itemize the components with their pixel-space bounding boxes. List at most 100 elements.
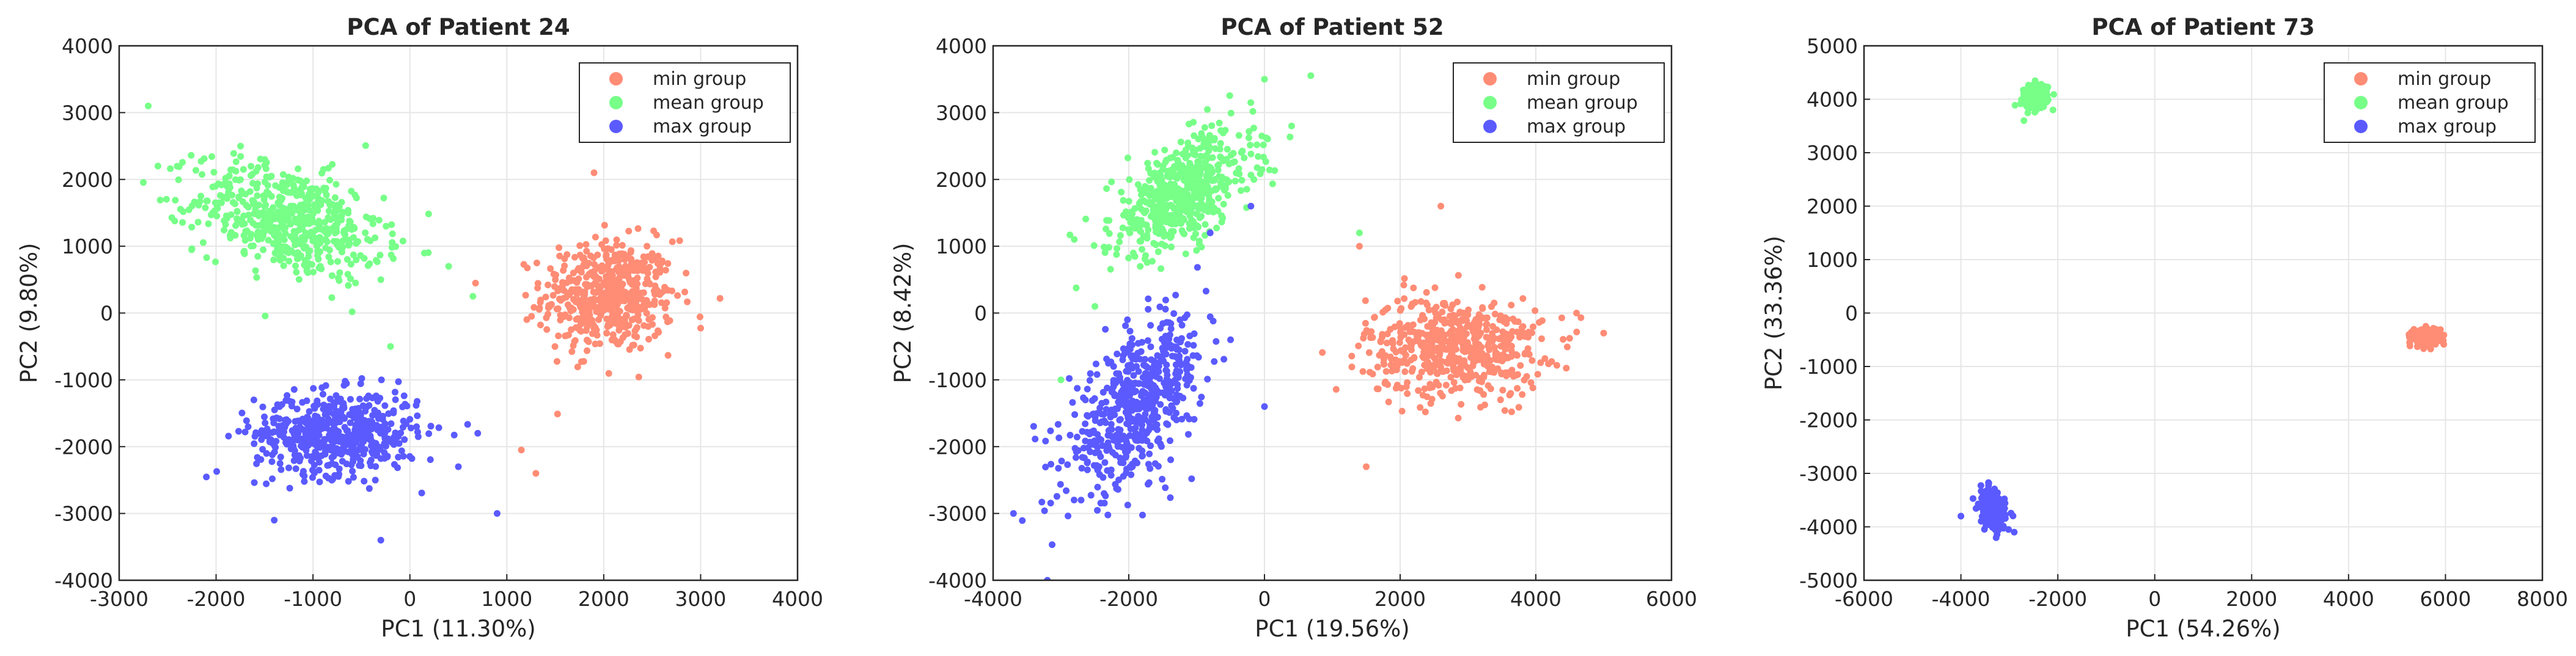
data-point [285, 207, 293, 214]
data-point [1384, 381, 1392, 388]
data-point [1147, 442, 1154, 450]
data-point [1175, 203, 1182, 210]
data-point [1202, 220, 1209, 228]
data-point [584, 323, 591, 330]
data-point [614, 282, 622, 290]
data-point [1389, 368, 1396, 375]
data-point [640, 322, 648, 329]
data-point [1155, 435, 1162, 442]
data-point [258, 436, 265, 443]
data-point [563, 251, 571, 258]
data-point [195, 202, 202, 209]
data-point [402, 420, 409, 428]
data-point [1506, 392, 1513, 399]
data-point [1362, 319, 1369, 327]
data-point [554, 410, 561, 418]
data-point [1382, 368, 1390, 375]
data-point [1064, 461, 1071, 468]
data-point [1420, 348, 1428, 355]
data-point [565, 274, 573, 282]
data-point [1038, 498, 1046, 506]
data-point [1986, 487, 1994, 495]
x-tick-label: 0 [2148, 587, 2161, 611]
data-point [175, 163, 183, 170]
data-point [377, 536, 384, 544]
data-point [381, 449, 388, 456]
data-point [1250, 125, 1257, 132]
data-point [1483, 321, 1491, 328]
legend-label: max group [653, 116, 752, 137]
data-point [1049, 541, 1056, 548]
data-point [635, 373, 642, 381]
data-point [1167, 494, 1174, 501]
data-point [1389, 340, 1396, 347]
data-point [1093, 371, 1101, 378]
data-point [1112, 481, 1119, 488]
data-point [303, 177, 310, 184]
data-point [269, 475, 276, 483]
data-point [1181, 348, 1189, 355]
data-point [347, 260, 354, 268]
data-point [1978, 495, 1985, 502]
data-point [1398, 305, 1405, 312]
scatter-points [1010, 72, 1607, 580]
data-point [292, 262, 299, 269]
data-point [345, 448, 352, 456]
data-point [355, 416, 362, 423]
data-point [1978, 500, 1986, 507]
data-point [262, 312, 269, 319]
data-point [1177, 192, 1184, 199]
data-point [1538, 335, 1545, 343]
data-point [1092, 417, 1099, 425]
data-point [251, 432, 259, 440]
data-point [1124, 501, 1131, 509]
data-point [1516, 333, 1524, 341]
data-point [1125, 362, 1132, 370]
data-point [1433, 335, 1440, 343]
data-point [1135, 380, 1142, 387]
data-point [600, 279, 607, 286]
data-point [1156, 303, 1164, 310]
data-point [1466, 322, 1473, 329]
data-point [1508, 347, 1515, 354]
data-point [1246, 128, 1253, 135]
data-point [1286, 133, 1294, 140]
data-point [394, 464, 401, 472]
data-point [218, 181, 226, 189]
data-point [1158, 355, 1165, 362]
data-point [1133, 363, 1140, 370]
data-point [285, 258, 293, 265]
y-tick-label: 1000 [62, 235, 113, 258]
data-point [2414, 339, 2421, 346]
data-point [1446, 354, 1453, 362]
series-max-group [203, 375, 501, 544]
data-point [1055, 434, 1063, 442]
data-point [290, 430, 298, 437]
data-point [1146, 177, 1153, 184]
data-point [305, 253, 312, 260]
data-point [1475, 311, 1483, 318]
data-point [625, 227, 633, 235]
data-point [1162, 206, 1170, 213]
data-point [1434, 370, 1441, 377]
data-point [567, 307, 574, 315]
data-point [582, 317, 590, 324]
data-point [1485, 340, 1492, 347]
data-point [1367, 334, 1374, 341]
data-point [658, 260, 665, 267]
data-point [574, 315, 582, 323]
data-point [533, 259, 540, 266]
data-point [352, 279, 359, 286]
data-point [591, 261, 598, 268]
data-point [1139, 452, 1146, 459]
data-point [274, 245, 281, 252]
y-tick-label: -2000 [54, 435, 113, 459]
data-point [666, 317, 673, 324]
data-point [1204, 376, 1211, 383]
data-point [1194, 158, 1202, 166]
data-point [2009, 512, 2017, 520]
x-tick-label: -2000 [1099, 587, 1158, 611]
data-point [208, 153, 216, 160]
data-point [1180, 214, 1187, 222]
data-point [1053, 493, 1060, 500]
